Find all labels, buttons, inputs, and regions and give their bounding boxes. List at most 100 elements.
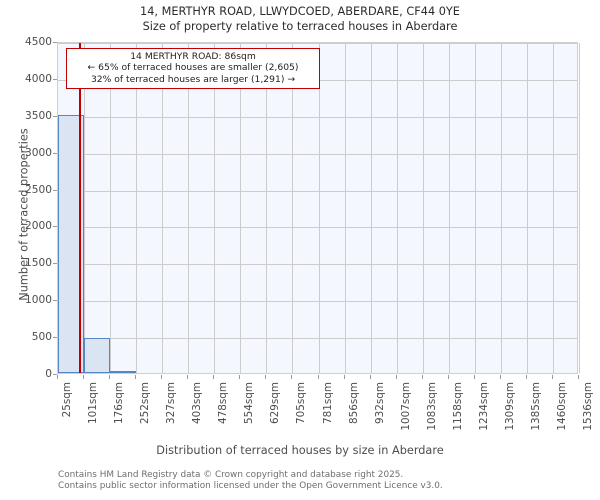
x-tick-mark — [265, 375, 267, 379]
y-tick-mark — [53, 152, 57, 154]
x-tick-label: 1158sqm — [451, 382, 464, 431]
x-tick-label: 856sqm — [347, 382, 360, 424]
histogram-bar — [110, 371, 137, 373]
x-tick-mark — [395, 375, 397, 379]
gridline-horizontal — [58, 153, 577, 155]
y-tick-mark — [53, 226, 57, 228]
x-tick-mark — [343, 375, 345, 379]
y-tick-label: 2000 — [25, 220, 52, 233]
x-tick-mark — [551, 375, 553, 379]
x-tick-label: 1083sqm — [425, 382, 438, 431]
x-tick-label: 176sqm — [113, 382, 126, 424]
x-tick-label: 252sqm — [139, 382, 152, 424]
page-title: 14, MERTHYR ROAD, LLWYDCOED, ABERDARE, C… — [140, 5, 460, 18]
gridline-vertical — [396, 43, 398, 373]
x-tick-label: 25sqm — [61, 382, 73, 418]
gridline-vertical — [500, 43, 502, 373]
x-tick-mark — [369, 375, 371, 379]
gridline-vertical — [188, 43, 190, 373]
y-tick-mark — [53, 374, 57, 375]
x-tick-label: 1536sqm — [582, 382, 594, 431]
x-tick-mark — [213, 375, 215, 379]
gridline-vertical — [110, 43, 112, 373]
y-tick-mark — [53, 263, 57, 265]
gridline-vertical — [84, 43, 86, 373]
gridline-horizontal — [58, 301, 577, 303]
property-marker-line — [79, 43, 81, 373]
y-tick-label: 0 — [45, 368, 52, 380]
x-tick-mark — [447, 375, 449, 379]
x-tick-mark — [239, 375, 241, 379]
y-tick-label: 4000 — [25, 72, 52, 85]
annotation-line-2: ← 65% of terraced houses are smaller (2,… — [87, 62, 299, 74]
y-axis: 0 500 1000 1500 2000 2500 3000 3500 4000 4500 — [0, 0, 52, 500]
x-tick-label: 1007sqm — [399, 382, 412, 431]
x-tick-label: 478sqm — [217, 382, 230, 424]
gridline-vertical — [370, 43, 372, 373]
x-tick-label: 554sqm — [243, 382, 256, 424]
y-tick-label: 500 — [31, 331, 52, 344]
y-tick-mark — [53, 337, 57, 339]
x-tick-mark — [161, 375, 163, 379]
y-axis-label: Number of terraced properties — [17, 128, 31, 301]
gridline-horizontal — [58, 43, 577, 44]
plot-area — [57, 42, 580, 374]
x-axis-label: Distribution of terraced houses by size … — [156, 444, 444, 457]
y-tick-label: 4500 — [25, 36, 52, 48]
x-tick-label: 1234sqm — [477, 382, 490, 431]
x-tick-mark — [578, 375, 579, 379]
annotation-line-3: 32% of terraced houses are larger (1,291… — [90, 73, 296, 85]
y-tick-label: 3500 — [25, 109, 52, 122]
gridline-vertical — [214, 43, 216, 373]
gridline-vertical — [266, 43, 268, 373]
gridline-vertical — [162, 43, 164, 373]
x-tick-mark — [317, 375, 319, 379]
x-tick-label: 403sqm — [191, 382, 204, 424]
y-tick-mark — [53, 78, 57, 80]
gridline-vertical — [552, 43, 554, 373]
y-tick-label: 1000 — [25, 294, 52, 307]
footer: Contains HM Land Registry data © Crown c… — [58, 470, 598, 492]
annotation-box: 14 MERTHYR ROAD: 86sqm ← 65% of terraced… — [66, 48, 320, 89]
gridline-horizontal — [58, 264, 577, 266]
gridline-vertical — [579, 43, 580, 373]
x-tick-label: 781sqm — [321, 382, 334, 424]
title-block: 14, MERTHYR ROAD, LLWYDCOED, ABERDARE, C… — [0, 4, 600, 34]
gridline-vertical — [448, 43, 450, 373]
y-tick-mark — [53, 189, 57, 191]
gridline-vertical — [318, 43, 320, 373]
x-tick-mark — [83, 375, 85, 379]
x-tick-mark — [135, 375, 137, 379]
annotation-line-1: 14 MERTHYR ROAD: 86sqm — [130, 51, 256, 62]
x-tick-mark — [499, 375, 501, 379]
x-tick-label: 629sqm — [269, 382, 282, 424]
chart-subtitle: Size of property relative to terraced ho… — [142, 20, 458, 33]
y-tick-label: 2500 — [25, 183, 52, 196]
x-tick-label: 101sqm — [87, 382, 100, 424]
gridline-horizontal — [58, 227, 577, 229]
footer-line-2: Contains public sector information licen… — [58, 481, 443, 491]
x-tick-mark — [421, 375, 423, 379]
x-tick-label: 1309sqm — [503, 382, 516, 431]
x-tick-label: 932sqm — [373, 382, 386, 424]
y-tick-label: 1500 — [25, 257, 52, 270]
x-tick-label: 1385sqm — [529, 382, 542, 431]
gridline-vertical — [344, 43, 346, 373]
x-tick-mark — [291, 375, 293, 379]
gridline-horizontal — [58, 190, 577, 192]
gridline-horizontal — [58, 116, 577, 118]
y-tick-label: 3000 — [25, 146, 52, 159]
gridline-vertical — [422, 43, 424, 373]
gridline-horizontal — [58, 338, 577, 340]
x-tick-mark — [525, 375, 527, 379]
gridline-vertical — [292, 43, 294, 373]
gridline-vertical — [240, 43, 242, 373]
histogram-bar — [84, 337, 111, 373]
gridline-vertical — [526, 43, 528, 373]
x-tick-mark — [187, 375, 189, 379]
x-tick-mark — [109, 375, 111, 379]
x-tick-mark — [57, 375, 58, 379]
gridline-vertical — [136, 43, 138, 373]
x-tick-label: 1460sqm — [555, 382, 568, 431]
x-tick-label: 327sqm — [165, 382, 178, 424]
